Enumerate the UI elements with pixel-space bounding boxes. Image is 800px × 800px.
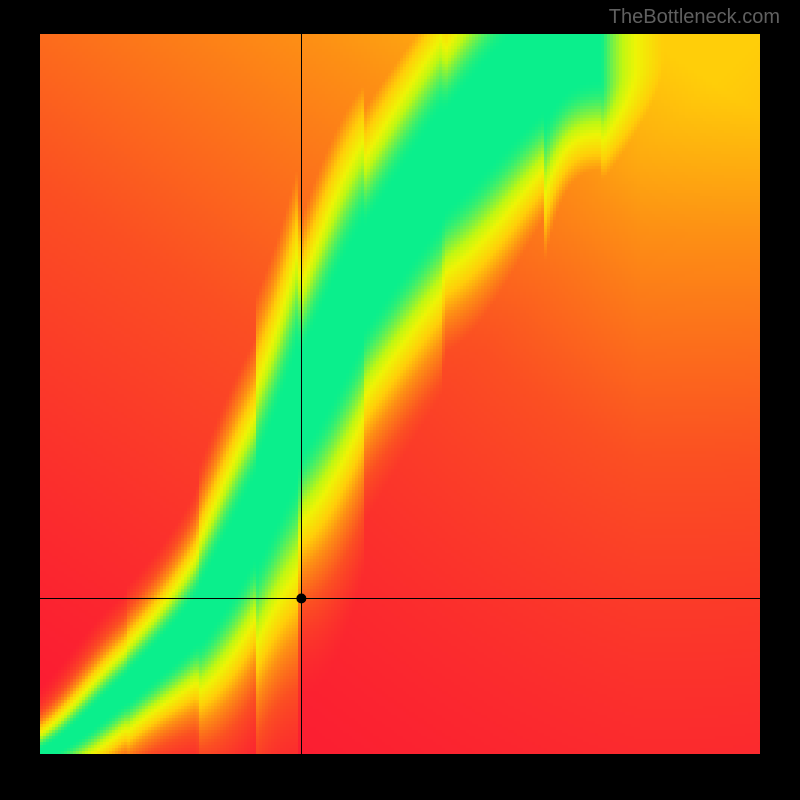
chart-container: TheBottleneck.com xyxy=(0,0,800,800)
watermark-label: TheBottleneck.com xyxy=(609,6,780,29)
overlay-canvas xyxy=(0,0,800,800)
